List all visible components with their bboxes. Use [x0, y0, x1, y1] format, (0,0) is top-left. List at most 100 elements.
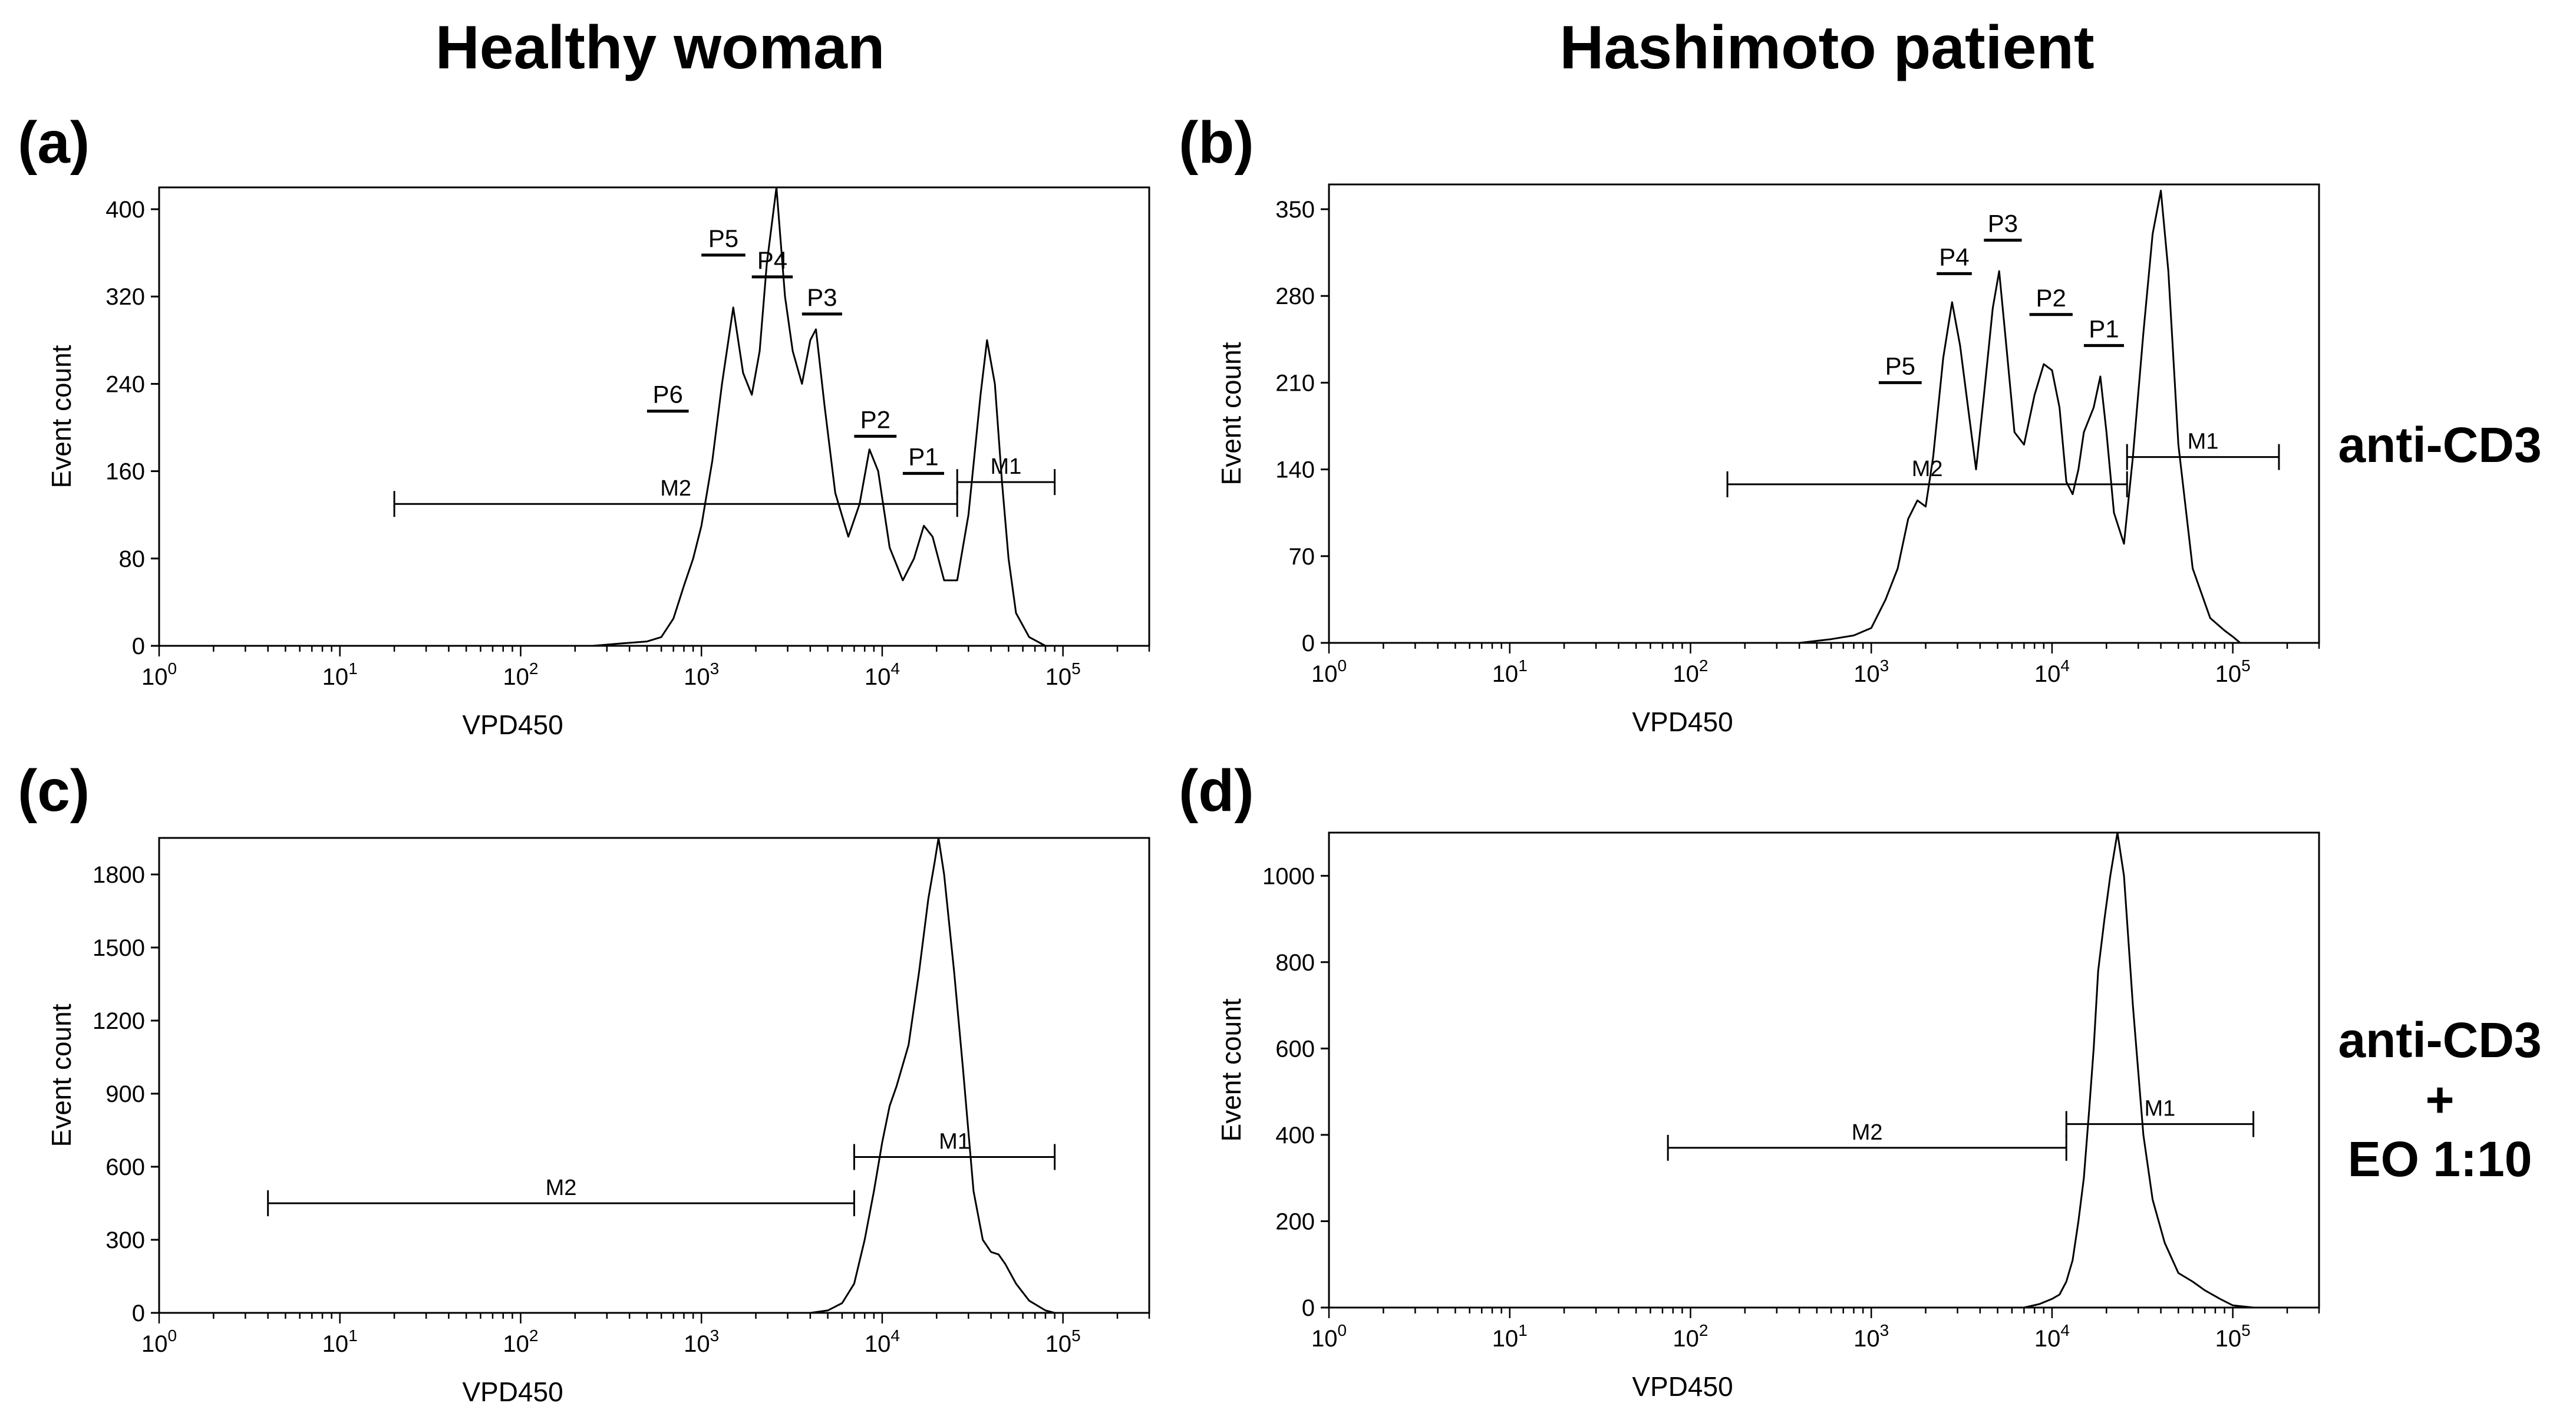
x-tick-label: 101 — [322, 659, 358, 690]
x-tick-exponent: 0 — [167, 659, 177, 678]
x-tick-label: 103 — [684, 659, 719, 690]
x-tick-label: 103 — [684, 1326, 719, 1357]
x-axis-label: VPD450 — [462, 1377, 563, 1407]
x-tick-label: 105 — [1045, 1326, 1081, 1357]
x-tick-label: 103 — [1853, 1321, 1889, 1352]
y-tick-label: 320 — [105, 284, 145, 310]
gate-label-m2: M2 — [546, 1176, 577, 1200]
panel-label-c: (c) — [18, 758, 90, 824]
y-tick-label: 400 — [105, 197, 145, 223]
x-tick-base: 10 — [2215, 1326, 2242, 1352]
x-tick-label: 102 — [503, 1326, 538, 1357]
condition-text-line1: anti-CD3 — [2338, 1012, 2542, 1068]
gate-label-m1: M1 — [2145, 1097, 2176, 1121]
gate-label-m2: M2 — [1912, 457, 1943, 481]
peak-label-p5: P5 — [708, 225, 738, 252]
x-tick-exponent: 2 — [1699, 1321, 1708, 1339]
plot-frame — [1328, 183, 2320, 644]
histogram-curve — [1329, 190, 2319, 644]
y-tick-label: 0 — [132, 633, 145, 659]
x-tick-exponent: 2 — [529, 1326, 539, 1345]
peak-label-p1: P1 — [2089, 315, 2119, 342]
y-axis-label: Event count — [46, 1004, 77, 1147]
condition-text-line3: EO 1:10 — [2347, 1131, 2532, 1187]
x-tick-exponent: 5 — [1071, 659, 1081, 678]
y-axis-label: Event count — [1216, 342, 1246, 485]
y-tick-label: 800 — [1275, 950, 1315, 976]
panel-label-b: (b) — [1179, 110, 1254, 176]
x-tick-base: 10 — [1673, 1326, 1699, 1352]
y-tick-label: 900 — [105, 1081, 145, 1107]
x-tick-label: 102 — [1673, 1321, 1708, 1352]
x-tick-base: 10 — [1311, 661, 1338, 687]
y-tick-label: 600 — [105, 1154, 145, 1180]
y-tick-label: 1000 — [1262, 863, 1315, 889]
peak-label-p4: P4 — [1939, 243, 1969, 270]
condition-text: anti-CD3 — [2338, 417, 2542, 473]
column-title-healthy: Healthy woman — [435, 14, 885, 82]
x-tick-label: 102 — [503, 659, 538, 690]
x-tick-exponent: 4 — [2060, 1321, 2070, 1339]
x-tick-exponent: 1 — [348, 1326, 358, 1345]
x-tick-label: 105 — [2215, 1321, 2251, 1352]
x-tick-exponent: 3 — [710, 659, 720, 678]
x-tick-base: 10 — [2215, 661, 2242, 687]
y-tick-label: 0 — [132, 1300, 145, 1326]
peak-label-p6: P6 — [653, 381, 683, 408]
condition-text-line2: + — [2425, 1071, 2455, 1127]
y-axis-label: Event count — [46, 345, 77, 488]
y-tick-label: 600 — [1275, 1036, 1315, 1062]
x-tick-base: 10 — [1311, 1326, 1338, 1352]
peak-label-p3: P3 — [807, 283, 837, 311]
x-axis-label: VPD450 — [1632, 1371, 1733, 1402]
plot-frame — [1328, 831, 2320, 1309]
x-tick-exponent: 3 — [1880, 1321, 1889, 1339]
x-tick-base: 10 — [1045, 664, 1072, 690]
x-tick-label: 100 — [1311, 1321, 1347, 1352]
x-tick-exponent: 5 — [1071, 1326, 1081, 1345]
peak-label-p2: P2 — [860, 405, 890, 433]
x-tick-base: 10 — [865, 664, 891, 690]
peak-label-p1: P1 — [908, 443, 938, 470]
x-tick-exponent: 3 — [1880, 656, 1889, 675]
y-tick-label: 140 — [1275, 457, 1315, 483]
x-axis-label: VPD450 — [462, 709, 563, 740]
x-tick-label: 105 — [1045, 659, 1081, 690]
panel-label-d: (d) — [1179, 758, 1254, 824]
x-tick-base: 10 — [322, 664, 349, 690]
x-tick-label: 103 — [1853, 656, 1889, 687]
x-tick-base: 10 — [322, 1331, 349, 1357]
x-tick-exponent: 1 — [348, 659, 358, 678]
x-tick-label: 101 — [1492, 1321, 1528, 1352]
y-tick-label: 400 — [1275, 1123, 1315, 1148]
x-tick-base: 10 — [503, 664, 529, 690]
column-title-hashimoto: Hashimoto patient — [1559, 14, 2095, 82]
x-tick-label: 100 — [141, 1326, 177, 1357]
x-tick-label: 104 — [2034, 1321, 2070, 1352]
gate-label-m1: M1 — [939, 1129, 970, 1154]
x-tick-exponent: 0 — [1337, 656, 1347, 675]
y-tick-label: 80 — [119, 546, 146, 572]
y-tick-label: 70 — [1289, 544, 1315, 570]
x-tick-base: 10 — [1673, 661, 1699, 687]
peak-label-p4: P4 — [757, 246, 787, 274]
x-tick-base: 10 — [1492, 1326, 1519, 1352]
y-tick-label: 1500 — [93, 935, 145, 961]
y-tick-label: 210 — [1275, 370, 1315, 396]
x-tick-base: 10 — [684, 1331, 710, 1357]
peak-label-p5: P5 — [1885, 352, 1915, 379]
y-tick-label: 1200 — [93, 1008, 145, 1034]
x-tick-exponent: 5 — [2241, 656, 2251, 675]
x-tick-label: 100 — [1311, 656, 1347, 687]
x-tick-exponent: 1 — [1518, 656, 1528, 675]
y-tick-label: 300 — [105, 1227, 145, 1253]
gate-label-m1: M1 — [2188, 430, 2219, 454]
x-tick-exponent: 5 — [2241, 1321, 2251, 1339]
x-tick-base: 10 — [1045, 1331, 1072, 1357]
y-tick-label: 200 — [1275, 1209, 1315, 1234]
peak-label-p2: P2 — [2036, 284, 2066, 312]
x-tick-exponent: 0 — [1337, 1321, 1347, 1339]
